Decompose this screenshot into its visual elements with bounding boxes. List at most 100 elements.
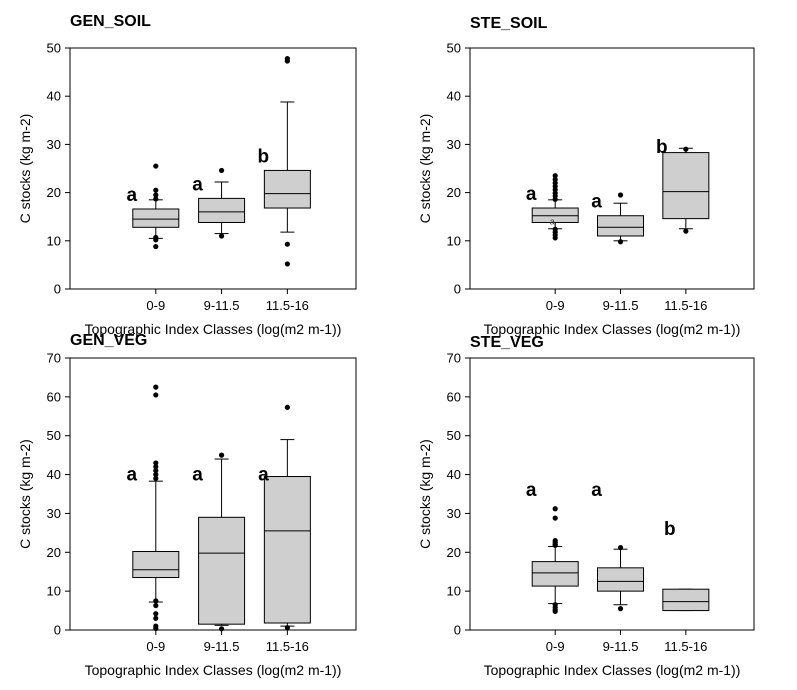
y-tick-label: 60 [447,389,461,404]
x-tick-label: 11.5-16 [664,298,707,313]
significance-letter: b [664,519,676,540]
y-tick-label: 30 [447,137,461,152]
outlier-point [153,384,159,390]
outlier-point [552,196,558,202]
y-tick-label: 50 [447,428,461,443]
outlier-point [153,192,159,198]
outlier-point [153,243,159,250]
outlier-point [153,460,159,466]
iqr-box [132,551,180,579]
outlier-point [153,615,159,621]
panel-gen-veg: GEN_VEG 0 10 20 30 40 50 60 70 C stocks (kg m-2) 0… [17,332,357,678]
significance-letter: a [591,192,602,213]
outlier-point [552,235,558,241]
significance-letter: a [127,465,138,486]
plot-frame [469,357,755,631]
y-tick-label: 20 [447,185,461,200]
box-9-11.5: a [591,192,645,245]
plot-frame [469,47,755,290]
x-tick-label: 9-11.5 [603,298,639,313]
significance-letter: a [192,174,203,195]
x-tick-label: 11.5-16 [266,639,309,654]
y-tick-label: 60 [47,389,61,404]
outlier-point [153,392,159,398]
outlier-point [153,163,159,169]
significance-letter: a [192,465,203,486]
y-axis-label: C stocks (kg m-2) [417,439,433,549]
y-tick-label: 50 [447,41,461,56]
x-axis-label: Topographic Index Classes (log(m2 m-1)) [484,662,741,678]
y-tick-label: 40 [447,467,461,482]
y-axis-label: C stocks (kg m-2) [417,114,433,224]
box-11.5-16: b [662,519,710,612]
iqr-box [597,567,645,592]
outlier-point [552,608,558,614]
y-tick-label: 70 [447,351,461,366]
outlier-point [552,173,558,179]
outlier-point [153,464,159,470]
box-9-11.5: a [192,167,246,239]
y-tick-label: 50 [47,428,61,443]
plot-frame [69,47,357,290]
y-tick-label: 70 [47,351,61,366]
box-0-9: a [526,480,579,614]
significance-letter: b [656,137,668,158]
iqr-box [662,588,710,612]
y-tick-label: 40 [47,467,61,482]
x-tick-label: 0-9 [146,639,165,654]
x-tick-label: 0-9 [546,298,565,313]
outlier-point [284,625,290,631]
outlier-point [218,233,225,239]
significance-letter: a [591,480,602,501]
panel-ste-veg: STE_VEG 0 10 20 30 40 50 60 70 C stocks (kg m-2) 0… [417,334,755,678]
outlier-point [683,146,689,152]
outlier-point [153,237,159,243]
outlier-point [153,598,159,604]
x-tick-label: 0-9 [546,639,565,654]
box-0-9: a [127,163,180,250]
panel-title: STE_SOIL [470,15,548,32]
y-axis-label: C stocks (kg m-2) [17,439,33,549]
y-tick-label: 20 [47,545,61,560]
box-11.5-16: a [258,404,311,631]
outlier-point [153,187,159,193]
x-tick-label: 11.5-16 [266,298,309,313]
box-11.5-16: b [656,137,710,234]
outlier-point [284,404,290,410]
outlier-point [153,625,159,632]
box-0-9: a [127,384,180,632]
panel-title: GEN_SOIL [70,13,151,30]
x-tick-label: 9-11.5 [603,639,639,654]
iqr-box [531,561,579,587]
iqr-box [597,215,645,237]
iqr-box [263,476,311,624]
iqr-box [198,516,246,625]
outlier-point [617,239,624,245]
outlier-point [153,611,159,617]
outlier-point [153,196,159,202]
x-axis-label: Topographic Index Classes (log(m2 m-1)) [85,662,342,678]
significance-letter: a [526,480,537,501]
x-axis-label: Topographic Index Classes (log(m2 m-1)) [484,321,741,337]
panel-title: STE_VEG [470,334,544,351]
y-tick-label: 10 [47,233,61,248]
x-tick-label: 11.5-16 [664,639,707,654]
y-tick-label: 0 [454,623,461,638]
x-tick-label: 9-11.5 [204,639,240,654]
y-tick-label: 40 [447,89,461,104]
y-tick-label: 0 [54,282,61,297]
outlier-point [617,545,624,551]
y-tick-label: 40 [47,89,61,104]
significance-letter: a [127,185,138,206]
outlier-point [617,192,624,198]
box-9-11.5: a [591,480,645,612]
outlier-point [153,468,159,474]
outlier-point [153,471,159,478]
panel-gen-soil: GEN_SOIL 0 10 20 30 40 50 C stocks (kg m-2) 0-9 a… [17,13,357,337]
y-tick-label: 50 [47,41,61,56]
iqr-box [198,197,246,223]
inner-label: a [550,217,555,227]
y-tick-label: 10 [447,584,461,599]
y-tick-label: 0 [54,623,61,638]
